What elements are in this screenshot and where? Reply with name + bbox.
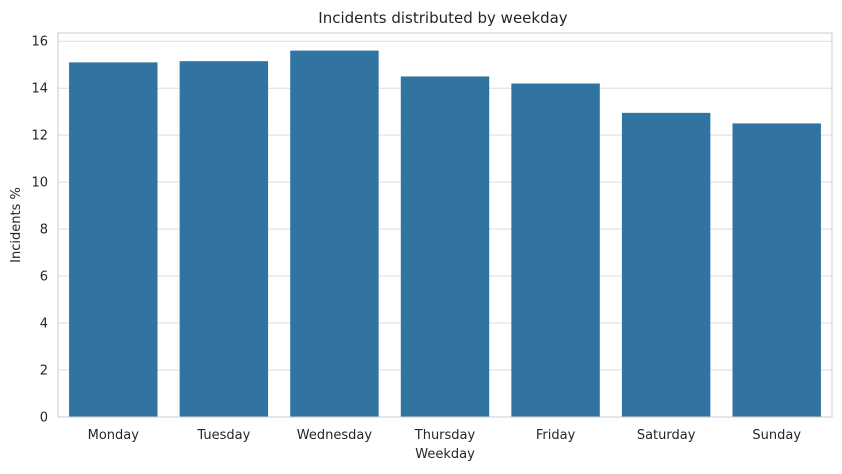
x-tick-label-sunday: Sunday [752, 428, 801, 443]
bars [69, 50, 821, 418]
x-tick-label-monday: Monday [88, 428, 140, 443]
y-tick-label: 16 [31, 35, 48, 50]
y-tick-labels: 0 2 4 6 8 10 12 14 16 [31, 35, 48, 426]
bar-monday [69, 62, 158, 418]
x-tick-label-tuesday: Tuesday [196, 428, 250, 443]
x-tick-label-friday: Friday [536, 428, 576, 443]
x-tick-label-wednesday: Wednesday [297, 428, 373, 443]
bar-sunday [732, 123, 821, 417]
y-tick-label: 2 [40, 364, 48, 379]
x-tick-labels: Monday Tuesday Wednesday Thursday Friday Satu… [88, 428, 802, 443]
y-tick-label: 4 [40, 317, 48, 332]
y-tick-label: 0 [40, 411, 48, 426]
x-tick-label-thursday: Thursday [414, 428, 476, 443]
chart-title: Incidents distributed by weekday [318, 9, 568, 27]
bar-wednesday [290, 50, 379, 417]
bar-friday [511, 83, 600, 417]
y-tick-label: 6 [40, 270, 48, 285]
x-tick-label-saturday: Saturday [637, 428, 696, 443]
y-tick-label: 10 [31, 176, 48, 191]
bar-saturday [621, 112, 711, 417]
y-axis-title: Incidents % [9, 187, 24, 263]
y-tick-label: 12 [31, 129, 48, 144]
y-tick-label: 14 [31, 82, 48, 97]
x-axis-title: Weekday [415, 447, 475, 462]
y-tick-label: 8 [40, 223, 48, 238]
bar-thursday [400, 76, 490, 418]
axes-frame [57, 32, 833, 418]
bar-tuesday [179, 61, 269, 418]
